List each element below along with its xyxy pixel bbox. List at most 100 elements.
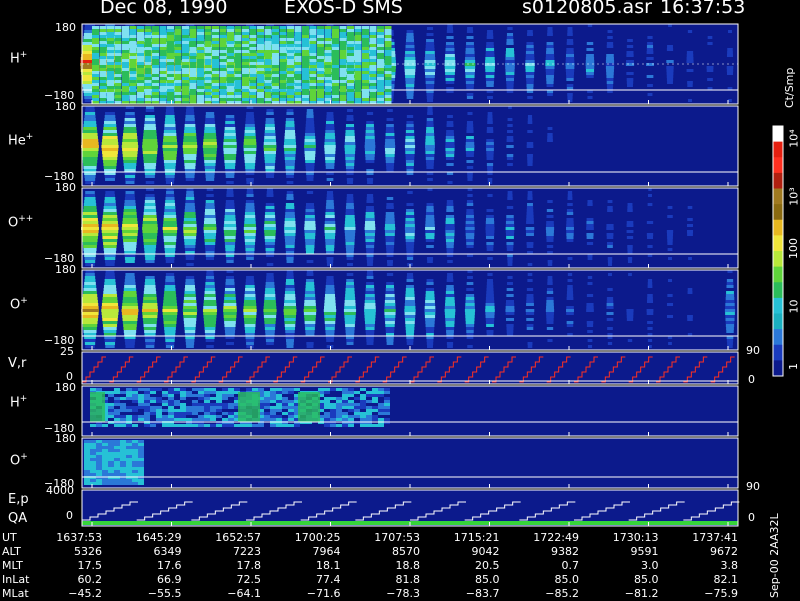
heat-cell	[122, 56, 129, 59]
heat-cell	[190, 65, 197, 68]
heat-cell	[185, 282, 194, 285]
heat-cell	[132, 403, 138, 406]
heat-cell	[527, 197, 532, 200]
heat-cell	[306, 121, 314, 124]
heat-cell	[342, 403, 348, 406]
heat-cell	[120, 397, 126, 400]
heat-cell	[467, 30, 473, 33]
heat-cell	[182, 38, 189, 41]
heat-cell	[102, 224, 119, 227]
heat-cell	[137, 59, 144, 62]
heat-cell	[160, 38, 167, 41]
heat-cell	[250, 56, 257, 59]
colorbar-tick-10: 10	[788, 300, 800, 314]
heat-cell	[124, 245, 137, 248]
heat-cell	[446, 130, 454, 133]
heat-cell	[105, 257, 116, 260]
heat-cell	[125, 257, 135, 260]
heat-cell	[348, 400, 354, 403]
heat-cell	[185, 118, 195, 121]
heat-cell	[92, 32, 99, 35]
heat-cell	[245, 327, 255, 330]
heat-cell	[184, 321, 196, 324]
heat-cell	[205, 89, 212, 92]
heat-cell	[102, 467, 108, 470]
heat-cell	[174, 388, 180, 391]
heat-cell	[288, 418, 294, 421]
heat-cell	[526, 303, 534, 306]
colorbar-segment	[773, 204, 783, 220]
heat-cell	[102, 464, 108, 467]
heat-cell	[465, 60, 475, 63]
heat-cell	[566, 306, 574, 309]
heat-cell	[467, 203, 473, 206]
heat-cell	[265, 65, 272, 68]
heat-cell	[627, 245, 632, 248]
heat-cell	[627, 39, 633, 42]
heat-cell	[96, 458, 102, 461]
heat-cell	[184, 291, 195, 294]
heat-cell	[264, 306, 277, 309]
heat-cell	[347, 56, 354, 59]
heat-cell	[546, 45, 553, 48]
heat-cell	[137, 68, 144, 71]
heat-cell	[377, 68, 384, 71]
heat-cell	[406, 133, 415, 136]
heat-cell	[467, 124, 473, 127]
heat-cell	[324, 312, 336, 315]
heat-cell	[184, 327, 195, 330]
heat-cell	[92, 38, 99, 41]
heat-cell	[137, 56, 144, 59]
heat-cell	[122, 148, 138, 151]
heat-cell	[192, 418, 198, 421]
heat-cell	[325, 130, 334, 133]
heat-cell	[307, 109, 313, 112]
heat-cell	[426, 127, 434, 130]
heat-cell	[348, 403, 354, 406]
heat-cell	[115, 26, 122, 29]
heat-cell	[324, 148, 335, 151]
heat-cell	[287, 260, 294, 263]
heat-cell	[216, 406, 222, 409]
heat-cell	[115, 71, 122, 74]
heat-cell	[220, 68, 227, 71]
heat-cell	[346, 203, 354, 206]
heat-cell	[446, 154, 454, 157]
heat-cell	[163, 142, 178, 145]
heat-cell	[160, 74, 167, 77]
heat-cell	[130, 98, 137, 101]
heat-cell	[227, 38, 234, 41]
heat-cell	[130, 71, 137, 74]
heat-cell	[122, 50, 129, 53]
heat-cell	[122, 86, 129, 89]
heat-cell	[506, 242, 513, 245]
heat-cell	[405, 315, 415, 318]
heat-cell	[528, 118, 532, 121]
orbit-cell: 77.4	[281, 573, 341, 586]
heat-cell	[205, 50, 212, 53]
heat-cell	[285, 288, 295, 291]
heat-cell	[325, 221, 335, 224]
heat-cell	[102, 136, 117, 139]
heat-cell	[324, 300, 335, 303]
heat-cell	[305, 133, 315, 136]
heat-cell	[332, 53, 339, 56]
heat-cell	[245, 294, 256, 297]
heat-cell	[225, 288, 235, 291]
heat-cell	[302, 86, 309, 89]
heat-cell	[225, 206, 234, 209]
heat-cell	[445, 51, 454, 54]
heat-cell	[108, 424, 114, 427]
heat-cell	[427, 178, 433, 181]
heat-cell	[152, 68, 159, 71]
heat-cell	[83, 206, 96, 209]
heat-cell	[354, 412, 360, 415]
heat-cell	[287, 95, 294, 98]
heat-cell	[507, 157, 513, 160]
heat-cell	[340, 77, 347, 80]
heat-cell	[405, 145, 415, 148]
heat-cell	[507, 130, 513, 133]
heat-cell	[144, 212, 157, 215]
heat-cell	[425, 151, 434, 154]
heat-cell	[126, 461, 132, 464]
